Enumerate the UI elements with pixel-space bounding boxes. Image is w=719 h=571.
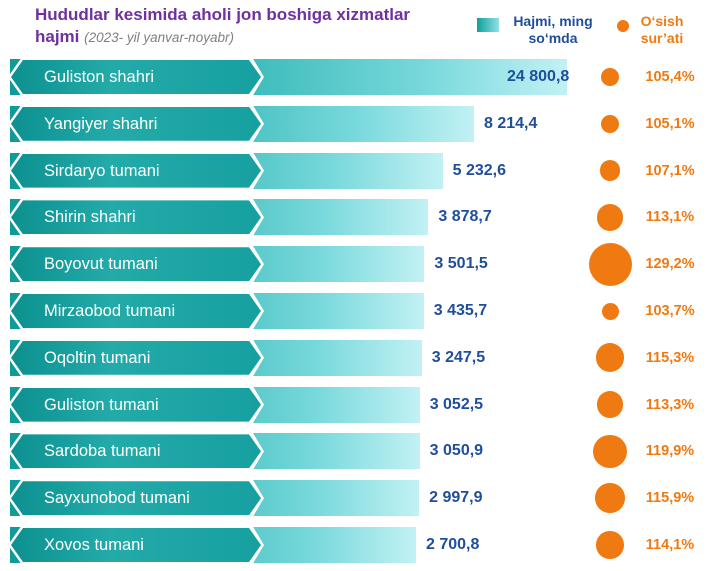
growth-dot	[599, 160, 621, 181]
growth-label: 115,9%	[645, 490, 695, 507]
bar-row: Sardoba tumani 3 050,9 119,9%	[0, 431, 719, 472]
growth-label: 105,1%	[645, 115, 695, 132]
category-label: Yangiyer shahri	[44, 114, 158, 133]
category-tag-fill	[11, 340, 261, 375]
category-label: Guliston tumani	[44, 395, 159, 414]
legend-bar-swatch	[477, 18, 499, 32]
category-tag-fill	[11, 247, 261, 282]
value-label: 3 052,5	[429, 395, 484, 413]
growth-label: 105,4%	[645, 69, 695, 85]
growth-dot	[596, 531, 624, 559]
growth-label: 103,7%	[645, 303, 695, 319]
value-label: 5 232,6	[452, 161, 507, 179]
growth-dot	[596, 204, 624, 231]
legend-bar-label: Hajmi, ming so‘mda	[513, 13, 593, 46]
bar-row: Mirzaobod tumani 3 435,7 103,7%	[0, 291, 719, 331]
growth-dot	[600, 114, 620, 133]
bar-row: Sirdaryo tumani 5 232,6 107,1%	[0, 150, 719, 191]
category-tag-fill	[11, 153, 261, 188]
value-label: 3 435,7	[433, 302, 488, 319]
value-label: 3 050,9	[429, 442, 484, 460]
legend-dot-label: O‘sish sur’ati	[640, 13, 684, 46]
value-label: 2 997,9	[429, 489, 483, 507]
chart-subtitle: (2023- yil yanvar-noyabr)	[84, 30, 234, 45]
value-label: 3 247,5	[431, 348, 486, 366]
category-label: Sirdaryo tumani	[44, 161, 160, 180]
chart-title-text: Hududlar kesimida aholi jon boshiga xizm…	[35, 5, 411, 46]
category-tag-fill	[11, 528, 261, 562]
growth-dot	[595, 483, 625, 513]
value-label: 3 878,7	[438, 208, 492, 226]
value-label: 2 700,8	[426, 536, 480, 553]
bar-row: Xovos tumani 2 700,8 114,1%	[0, 525, 719, 565]
growth-label: 114,1%	[645, 537, 695, 553]
category-tag-fill	[11, 60, 261, 94]
bar-row: Boyovut tumani 3 501,5 129,2%	[0, 242, 719, 286]
growth-dot	[595, 343, 625, 373]
category-label: Guliston shahri	[44, 68, 155, 86]
bar-row: Sayxunobod tumani 2 997,9 115,9%	[0, 478, 719, 519]
category-label: Mirzaobod tumani	[44, 302, 176, 320]
bar-row: Oqoltin tumani 3 247,5 115,3%	[0, 337, 719, 378]
category-tag-fill	[11, 294, 261, 328]
category-tag-fill	[11, 387, 261, 422]
category-label: Shirin shahri	[44, 208, 136, 227]
growth-dot	[593, 434, 627, 469]
bar-row: Shirin shahri 3 878,7 113,1%	[0, 197, 719, 238]
growth-dot	[596, 391, 624, 418]
growth-label: 129,2%	[645, 256, 695, 273]
category-tag-fill	[11, 106, 261, 141]
growth-dot	[600, 67, 620, 87]
category-tag-fill	[11, 200, 261, 235]
category-tag-fill	[11, 434, 261, 469]
value-label: 3 501,5	[434, 255, 488, 273]
category-label: Oqoltin tumani	[44, 348, 151, 367]
bar-row: Guliston tumani 3 052,5 113,3%	[0, 384, 719, 425]
category-label: Sayxunobod tumani	[44, 489, 190, 508]
growth-label: 113,1%	[645, 209, 695, 226]
growth-label: 107,1%	[645, 162, 695, 179]
category-tag-fill	[11, 481, 261, 516]
category-label: Xovos tumani	[44, 536, 144, 554]
legend-dot-swatch	[617, 20, 629, 32]
category-label: Boyovut tumani	[44, 255, 158, 274]
growth-dot	[588, 242, 632, 286]
chart-title: Hududlar kesimida aholi jon boshiga xizm…	[35, 4, 415, 49]
bar-row: Guliston shahri 24 800,8 105,4%	[0, 57, 719, 97]
growth-label: 119,9%	[645, 443, 695, 460]
value-label: 8 214,4	[484, 114, 538, 132]
growth-dot	[601, 302, 619, 320]
bar-row: Yangiyer shahri 8 214,4 105,1%	[0, 103, 719, 144]
growth-label: 113,3%	[645, 396, 695, 413]
category-label: Sardoba tumani	[44, 442, 161, 461]
growth-label: 115,3%	[645, 349, 695, 366]
value-label: 24 800,8	[507, 68, 570, 85]
